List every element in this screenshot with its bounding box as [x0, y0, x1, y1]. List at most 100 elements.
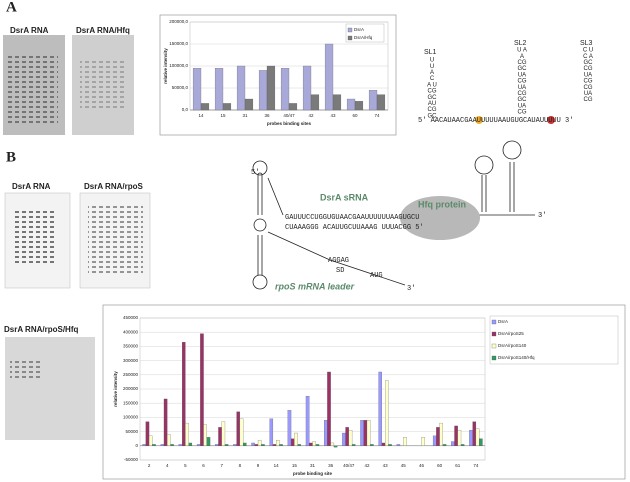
nucleotides: UA — [584, 72, 592, 78]
nucleotides: C A — [583, 54, 593, 60]
x-tick-label: 36 — [328, 463, 334, 468]
bar — [403, 437, 407, 446]
highlight — [475, 116, 483, 124]
chart-frame — [102, 304, 626, 480]
bar — [351, 444, 356, 446]
hairpin — [257, 235, 263, 275]
bar — [460, 444, 465, 446]
y-tick-label: 150000,0 — [169, 41, 188, 46]
legend-swatch — [491, 355, 497, 361]
bar — [221, 421, 226, 446]
bar — [261, 444, 265, 446]
x-tick-label: 15 — [292, 463, 298, 468]
y-axis-label: relative intensity — [113, 371, 118, 407]
blot-label: DsrA RNA/rpoS/Hfq — [4, 325, 78, 334]
bar — [376, 94, 386, 111]
nucleotides: CG — [518, 110, 527, 116]
blot-image — [5, 337, 95, 440]
y-tick-label: 50000,0 — [172, 85, 189, 90]
bar — [345, 427, 349, 446]
bar — [378, 371, 382, 446]
sequence: 5' AACAUAACGAAUUUUUAAUGUGCAUAUUUUU 3' — [418, 117, 573, 125]
nucleotides: CG — [518, 60, 527, 66]
x-tick-label: 2 — [148, 463, 151, 468]
bar — [279, 444, 283, 446]
hairpin — [509, 162, 515, 212]
legend-swatch — [491, 331, 497, 337]
bar — [148, 435, 153, 446]
bar — [421, 437, 425, 446]
bar — [451, 441, 455, 446]
legend-label: DsrA — [498, 319, 508, 324]
blot-spots — [8, 55, 58, 125]
bar — [142, 444, 146, 446]
bar — [381, 442, 386, 446]
bar — [302, 65, 312, 111]
x-tick-label: 60 — [352, 113, 358, 118]
nucleotides: C U — [583, 48, 593, 54]
nucleotides: A U — [427, 82, 437, 88]
stem-label: SL3 — [580, 40, 593, 47]
x-tick-label: 43 — [330, 113, 336, 118]
blot-label: DsrA RNA — [10, 26, 49, 35]
nucleotides: U A — [517, 48, 527, 54]
bar — [363, 420, 368, 446]
diagram-label: DsrA sRNA — [320, 192, 369, 202]
bar — [188, 442, 193, 446]
legend-frame — [345, 23, 385, 43]
legend-label: DsrA/Hfq — [354, 35, 373, 40]
bar — [203, 424, 207, 446]
legend-frame — [489, 315, 619, 365]
bar — [206, 437, 211, 446]
bar — [388, 444, 392, 446]
bar — [236, 65, 246, 111]
bar — [324, 43, 334, 111]
bar — [396, 444, 401, 446]
y-tick-label: 350000 — [123, 344, 139, 349]
rna-structure: SL1 SL2 SL3 5' AACAUAACGAAUUUUUAAUGUGCAU… — [418, 40, 593, 125]
interaction-diagram — [252, 140, 535, 290]
bar — [243, 442, 247, 446]
x-tick-label: 4 — [166, 463, 169, 468]
bar — [152, 444, 156, 446]
bar — [315, 444, 320, 446]
x-tick-label: 42 — [364, 463, 370, 468]
y-tick-label: 150000 — [123, 400, 139, 405]
bar — [457, 430, 462, 446]
x-tick-label: 31 — [242, 113, 248, 118]
bar — [342, 432, 346, 446]
loop — [474, 155, 494, 175]
bar — [290, 438, 295, 446]
bar — [294, 432, 298, 446]
nucleotides: CG — [584, 97, 593, 103]
x-tick-label: 8 — [239, 463, 242, 468]
bar — [479, 438, 483, 446]
nucleotides: CG — [584, 66, 593, 72]
end-label: 3' — [538, 212, 546, 220]
nucleotides: CG — [584, 79, 593, 85]
bar — [192, 68, 202, 111]
chart-frame — [159, 14, 397, 136]
nucleotides: UA — [518, 103, 526, 109]
bar — [454, 425, 458, 446]
x-tick-label: 45 — [401, 463, 407, 468]
x-tick-label: 74 — [473, 463, 479, 468]
bar — [366, 420, 371, 446]
bar — [385, 380, 389, 446]
bar — [233, 444, 237, 446]
loop — [252, 160, 268, 176]
bar — [442, 444, 447, 446]
blot-label: DsrA RNA — [12, 182, 51, 191]
blot-label: DsrA RNA/rpoS — [84, 182, 143, 191]
nucleotides: UA — [518, 85, 526, 91]
bar — [185, 422, 189, 446]
bar — [472, 421, 477, 446]
bar — [312, 441, 316, 446]
x-tick-label: 74 — [374, 113, 380, 118]
nucleotides: GC — [518, 97, 528, 103]
x-tick-label: 36 — [264, 113, 270, 118]
x-tick-label: 7 — [220, 463, 223, 468]
nucleotides: C — [430, 76, 435, 82]
legend-swatch — [347, 27, 353, 33]
bar — [368, 90, 378, 111]
